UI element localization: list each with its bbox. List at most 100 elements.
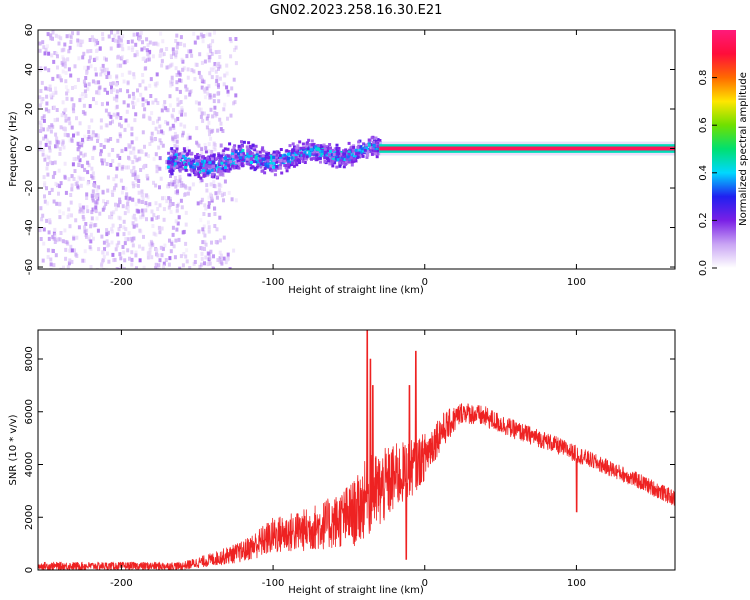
heatmap-cell bbox=[90, 136, 94, 141]
heatmap-cell bbox=[109, 46, 113, 51]
heatmap-cell bbox=[94, 42, 98, 47]
heatmap-cell bbox=[96, 139, 99, 143]
heatmap-cell bbox=[184, 254, 188, 259]
heatmap-cell bbox=[170, 165, 174, 169]
heatmap-cell bbox=[296, 144, 300, 148]
heatmap-cell bbox=[78, 158, 82, 163]
heatmap-cell bbox=[46, 162, 50, 167]
heatmap-cell bbox=[63, 239, 67, 244]
heatmap-cell bbox=[173, 131, 177, 136]
heatmap-cell bbox=[182, 66, 186, 71]
heatmap-cell bbox=[81, 176, 85, 181]
heatmap-cell bbox=[188, 186, 192, 191]
heatmap-cell bbox=[198, 154, 202, 157]
heatmap-cell bbox=[242, 152, 246, 156]
heatmap-cell bbox=[181, 167, 185, 171]
heatmap-cell bbox=[55, 136, 59, 141]
heatmap-cell bbox=[310, 139, 314, 143]
heatmap-cell bbox=[173, 176, 177, 180]
heatmap-cell bbox=[125, 205, 129, 210]
heatmap-cell bbox=[209, 249, 213, 254]
heatmap-cell bbox=[175, 164, 179, 168]
heatmap-cell bbox=[323, 147, 327, 151]
heatmap-cell bbox=[91, 130, 95, 135]
heatmap-cell bbox=[154, 83, 158, 88]
heatmap-cell bbox=[225, 63, 229, 68]
heatmap-cell bbox=[109, 114, 113, 119]
heatmap-cell bbox=[372, 149, 376, 153]
heatmap-cell bbox=[185, 54, 189, 59]
heatmap-cell bbox=[285, 169, 289, 173]
heatmap-cell bbox=[278, 166, 282, 170]
heatmap-cell bbox=[151, 243, 155, 247]
heatmap-cell bbox=[147, 57, 151, 62]
heatmap-cell bbox=[181, 59, 185, 64]
heatmap-cell bbox=[175, 144, 179, 149]
heatmap-cell bbox=[208, 32, 212, 37]
heatmap-cell bbox=[47, 236, 51, 241]
heatmap-cell bbox=[236, 152, 240, 156]
heatmap-cell bbox=[370, 152, 374, 156]
heatmap-cell bbox=[305, 155, 309, 159]
heatmap-cell bbox=[203, 233, 207, 238]
heatmap-cell bbox=[212, 99, 216, 104]
heatmap-cell bbox=[70, 183, 74, 188]
heatmap-cell bbox=[194, 159, 198, 163]
heatmap-cell bbox=[111, 148, 115, 152]
heatmap-cell bbox=[229, 160, 233, 164]
heatmap-cell bbox=[326, 149, 329, 153]
heatmap-cell bbox=[183, 43, 186, 48]
heatmap-cell bbox=[308, 152, 312, 155]
heatmap-cell bbox=[118, 200, 122, 205]
heatmap-cell bbox=[92, 145, 96, 150]
heatmap-cell bbox=[70, 174, 74, 179]
heatmap-cell bbox=[188, 173, 192, 177]
heatmap-cell bbox=[200, 147, 204, 152]
heatmap-cell bbox=[119, 178, 123, 183]
heatmap-cell bbox=[39, 206, 43, 211]
heatmap-cell bbox=[110, 30, 113, 35]
heatmap-cell bbox=[42, 175, 46, 180]
heatmap-cell bbox=[94, 195, 98, 200]
colorbar-ticks: 0.00.20.40.60.8 bbox=[698, 70, 717, 276]
heatmap-cell bbox=[210, 149, 214, 154]
heatmap-cell bbox=[111, 37, 115, 42]
heatmap-cell bbox=[184, 166, 187, 170]
heatmap-cell bbox=[234, 93, 238, 98]
heatmap-cell bbox=[106, 188, 110, 193]
heatmap-cell bbox=[168, 94, 172, 99]
heatmap-cell bbox=[278, 154, 282, 158]
heatmap-cell bbox=[240, 150, 244, 154]
heatmap-cell bbox=[51, 30, 55, 35]
heatmap-cell bbox=[154, 152, 158, 157]
heatmap-cell bbox=[190, 151, 194, 155]
heatmap-cell bbox=[324, 150, 328, 154]
heatmap-cell bbox=[142, 46, 146, 51]
heatmap-cell bbox=[212, 154, 216, 157]
heatmap-cell bbox=[209, 107, 213, 112]
heatmap-cell bbox=[115, 104, 119, 109]
heatmap-cell bbox=[133, 170, 137, 175]
heatmap-cell bbox=[215, 75, 219, 80]
heatmap-cell bbox=[87, 125, 91, 130]
heatmap-cell bbox=[100, 158, 104, 163]
heatmap-cell bbox=[76, 141, 80, 146]
heatmap-cell bbox=[85, 71, 89, 76]
heatmap-cell bbox=[349, 152, 353, 156]
heatmap-cell bbox=[219, 191, 223, 195]
heatmap-cell bbox=[105, 162, 109, 166]
heatmap-cell bbox=[114, 174, 118, 179]
heatmap-cell bbox=[234, 153, 237, 157]
heatmap-cell bbox=[72, 109, 76, 114]
heatmap-cell bbox=[293, 158, 297, 162]
heatmap-cell bbox=[179, 35, 183, 40]
heatmap-cell bbox=[156, 207, 160, 211]
heatmap-cell bbox=[188, 92, 192, 97]
heatmap-cell bbox=[156, 130, 160, 135]
heatmap-cell bbox=[251, 165, 255, 169]
heatmap-cell bbox=[112, 177, 116, 182]
heatmap-cell bbox=[54, 132, 58, 137]
heatmap-cell bbox=[81, 95, 85, 100]
heatmap-cell bbox=[260, 148, 264, 152]
